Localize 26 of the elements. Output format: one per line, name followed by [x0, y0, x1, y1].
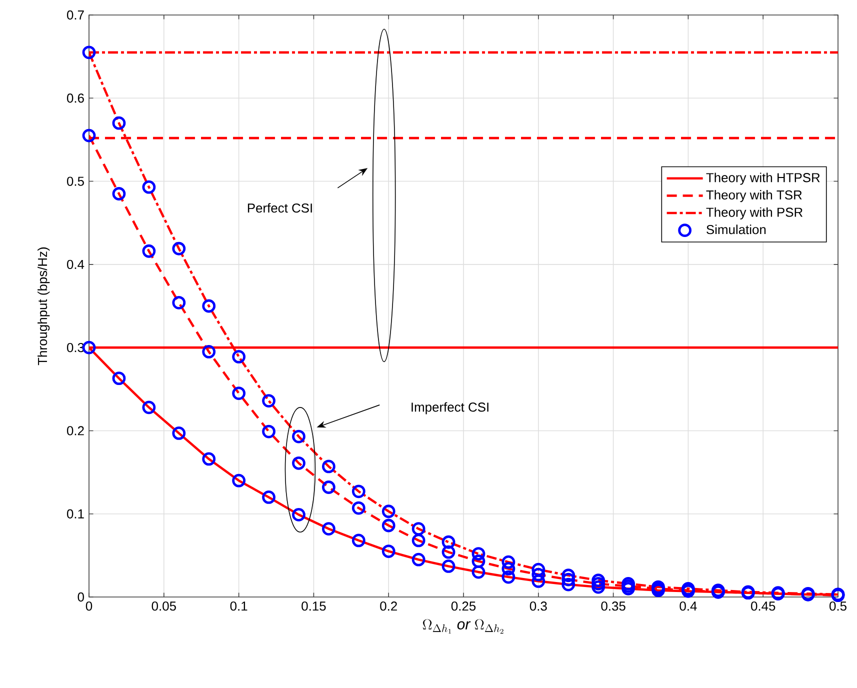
x-tick-label: 0.5 — [830, 602, 846, 611]
y-tick-label: 0.4 — [66, 260, 84, 270]
x-tick-label: 0.35 — [601, 602, 626, 611]
x-tick-label: 0 — [86, 602, 92, 611]
legend-label: Simulation — [706, 224, 766, 234]
legend-label: Theory with PSR — [706, 207, 802, 220]
x-tick-label: 0.3 — [530, 602, 547, 611]
x-tick-label: 0.05 — [152, 602, 176, 611]
y-tick-label: 0.7 — [66, 10, 84, 20]
x-axis-title: $\Omega_{\Delta h_1}\ \mathit{or}\ \Omega_{\Delta h_2}$ — [422, 619, 504, 634]
x-tick-label: 0.4 — [680, 602, 697, 611]
y-tick-label: 0.6 — [66, 94, 84, 103]
x-tick-label: 0.1 — [230, 602, 248, 611]
y-tick-label: 0 — [78, 592, 84, 602]
legend-label: Theory with HTPSR — [706, 172, 820, 185]
y-tick-label: 0.1 — [66, 509, 84, 518]
annotation: Imperfect CSI — [412, 402, 488, 414]
legend-label: Theory with TSR — [706, 190, 802, 202]
x-tick-label: 0.2 — [380, 602, 397, 611]
y-tick-label: 0.5 — [66, 176, 84, 186]
x-tick-label: 0.15 — [302, 602, 326, 611]
x-tick-label: 0.25 — [451, 602, 476, 611]
annotation: Perfect CSI — [248, 203, 312, 213]
y-tick-label: 0.2 — [66, 426, 84, 436]
x-tick-label: 0.45 — [751, 602, 776, 611]
y-axis-title: Throughput (bps/Hz) — [38, 247, 50, 366]
